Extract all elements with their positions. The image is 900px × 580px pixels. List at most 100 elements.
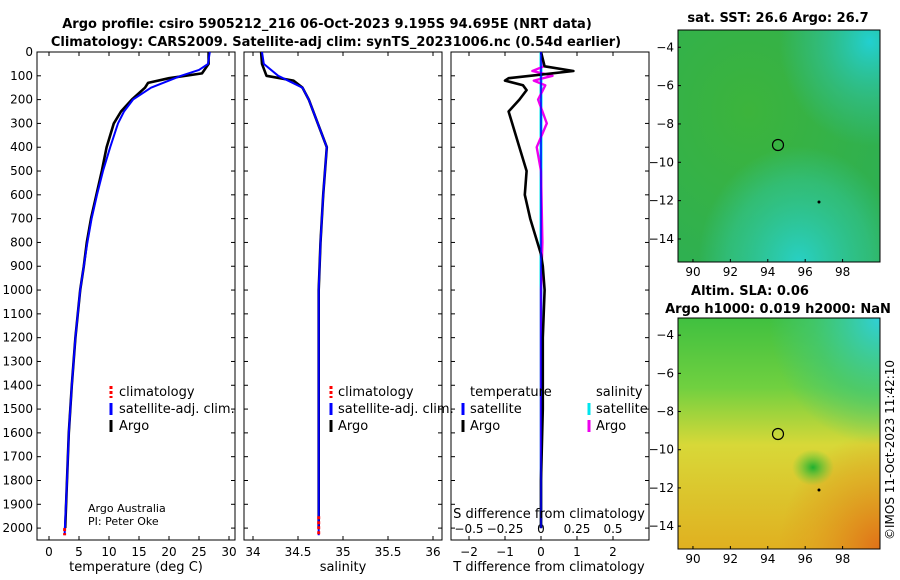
y-tick-label: 900 <box>10 259 33 273</box>
salinity-xlabel: salinity <box>320 560 367 575</box>
x-tick-label: 2 <box>609 545 617 559</box>
map-y-tick-label: −10 <box>649 155 674 169</box>
argo-location-marker <box>771 138 785 152</box>
map-y-tick-label: −6 <box>656 366 674 380</box>
x-tick-label: 34.5 <box>285 545 312 559</box>
x-tick-label: 30 <box>221 545 236 559</box>
legend-sal-argo-label: Argo <box>596 419 626 434</box>
axis-ticks: 0100200300400500600700800900100011001200… <box>2 45 649 559</box>
map-y-tick-label: −14 <box>649 519 674 533</box>
y-tick-label: 500 <box>10 164 33 178</box>
credit-pi: PI: Peter Oke <box>88 515 159 528</box>
y-tick-label: 200 <box>10 93 33 107</box>
legend-salinity-header: salinity <box>596 385 643 400</box>
y-tick-label: 1000 <box>2 283 33 297</box>
island-dot <box>817 200 821 204</box>
legend-climatology-label: climatology <box>119 385 195 400</box>
x-tick-label: 15 <box>131 545 146 559</box>
y-tick-label: 1200 <box>2 331 33 345</box>
series-satellite-adj-clim- <box>63 51 211 536</box>
map-y-tick-label: −12 <box>649 481 674 495</box>
legend-argo-label: Argo <box>338 419 368 434</box>
legend-argo-label: Argo <box>119 419 149 434</box>
map-y-tick-label: −14 <box>649 232 674 246</box>
x-tick-label: 35.5 <box>375 545 402 559</box>
x2-tick-label: 0.5 <box>603 522 622 536</box>
temperature-panel <box>36 51 236 541</box>
argo-location-marker <box>771 427 785 441</box>
x-tick-label: −1 <box>496 545 514 559</box>
y-tick-label: 1400 <box>2 378 33 392</box>
x2-tick-label: −0.25 <box>487 522 524 536</box>
temperature-xlabel: temperature (deg C) <box>69 560 203 575</box>
sst-map-title: sat. SST: 26.6 Argo: 26.7 <box>687 11 868 26</box>
x-tick-label: 36 <box>425 545 440 559</box>
legend-climatology-label: climatology <box>338 385 414 400</box>
x-tick-label: 5 <box>75 545 83 559</box>
profile-lines <box>63 51 575 536</box>
difference-panel <box>450 51 650 541</box>
legend-sal-satellite-label: satellite <box>596 402 648 417</box>
x-tick-label: 10 <box>101 545 116 559</box>
salinity-legend: climatology satellite-adj. clim. Argo <box>329 385 454 434</box>
figure-title-line1: Argo profile: csiro 5905212_216 06-Oct-2… <box>62 17 592 32</box>
map-x-tick-label: 96 <box>798 552 813 566</box>
y-tick-label: 700 <box>10 212 33 226</box>
series-satellite-adj-clim- <box>261 51 328 536</box>
map-y-tick-label: −4 <box>656 328 674 342</box>
x2-tick-label: 0.25 <box>564 522 591 536</box>
credit-org: Argo Australia <box>88 502 166 515</box>
series-temperature-argo <box>503 51 575 529</box>
salinity-panel <box>243 51 443 541</box>
y-tick-label: 1800 <box>2 473 33 487</box>
x-tick-label: 34 <box>245 545 260 559</box>
map-x-tick-label: 98 <box>835 552 850 566</box>
map-x-tick-label: 98 <box>835 265 850 279</box>
sla-map-green-eddy <box>780 444 840 496</box>
y-tick-label: 1700 <box>2 450 33 464</box>
temperature-legend: climatology satellite-adj. clim. Argo <box>109 385 235 434</box>
y-tick-label: 1100 <box>2 307 33 321</box>
sla-map-ticks: 90 92 94 96 98 −4 −6 −8 −10 −12 −14 <box>649 328 851 566</box>
legend-temp-argo-label: Argo <box>470 419 500 434</box>
x-tick-label: 35 <box>335 545 350 559</box>
sla-map-frame <box>677 317 881 550</box>
y-tick-label: 1300 <box>2 354 33 368</box>
x-tick-label: 20 <box>161 545 176 559</box>
figure-title-line2: Climatology: CARS2009. Satellite-adj cli… <box>51 35 621 50</box>
y-tick-label: 400 <box>10 140 33 154</box>
y-tick-label: 1600 <box>2 426 33 440</box>
y-tick-label: 1900 <box>2 497 33 511</box>
map-y-tick-label: −12 <box>649 194 674 208</box>
sla-map <box>677 317 881 550</box>
map-y-tick-label: −6 <box>656 79 674 93</box>
imos-watermark: ©IMOS 11-Oct-2023 11:42:10 <box>883 360 897 540</box>
y-tick-label: 0 <box>25 45 33 59</box>
map-y-tick-label: −8 <box>656 405 674 419</box>
legend-satellite-label: satellite-adj. clim. <box>119 402 235 417</box>
y-tick-label: 800 <box>10 235 33 249</box>
map-x-tick-label: 90 <box>685 552 700 566</box>
sst-map-ticks: 90 92 94 96 98 −4 −6 −8 −10 −12 −14 <box>649 40 851 279</box>
y-tick-label: 100 <box>10 69 33 83</box>
y-tick-label: 600 <box>10 188 33 202</box>
t-difference-xlabel: T difference from climatology <box>452 560 645 575</box>
sst-map-cyan-south <box>678 30 880 262</box>
legend-temperature-header: temperature <box>470 385 552 400</box>
legend-satellite-label: satellite-adj. clim. <box>338 402 454 417</box>
y-tick-label: 1500 <box>2 402 33 416</box>
map-x-tick-label: 92 <box>723 552 738 566</box>
map-x-tick-label: 94 <box>760 265 775 279</box>
sla-map-orange-region <box>678 318 880 549</box>
x-tick-label: 25 <box>191 545 206 559</box>
map-y-tick-label: −4 <box>656 40 674 54</box>
map-x-tick-label: 92 <box>723 265 738 279</box>
legend-temp-satellite-label: satellite <box>470 402 522 417</box>
y-tick-label: 2000 <box>2 521 33 535</box>
x-tick-label: −2 <box>460 545 478 559</box>
x2-tick-label: −0.5 <box>454 522 483 536</box>
map-y-tick-label: −10 <box>649 443 674 457</box>
island-dot <box>817 488 821 492</box>
map-x-tick-label: 94 <box>760 552 775 566</box>
sla-map-title1: Altim. SLA: 0.06 <box>691 284 809 299</box>
